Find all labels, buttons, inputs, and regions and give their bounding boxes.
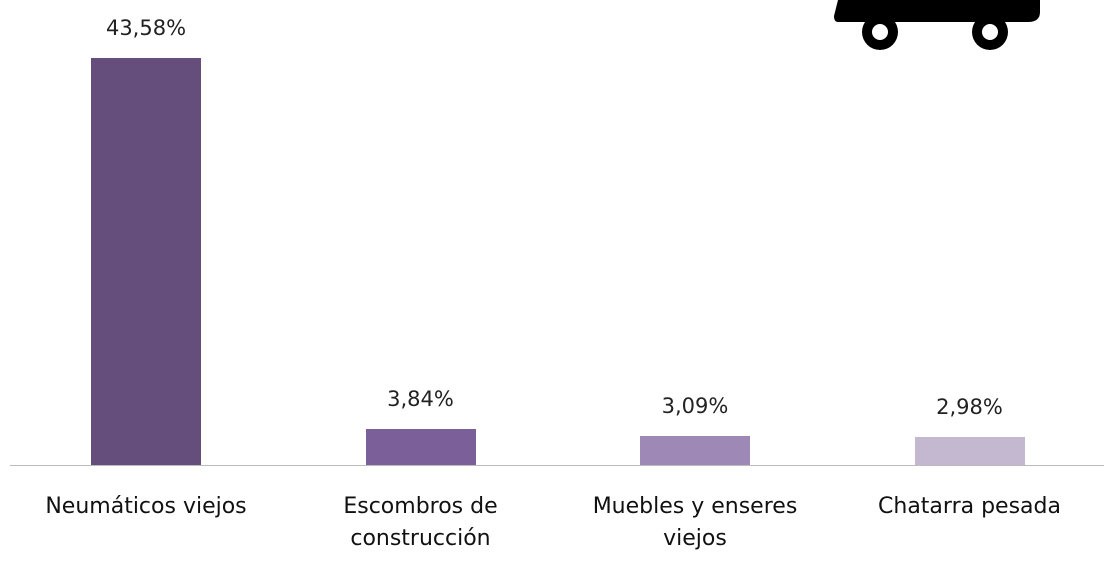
bar	[914, 437, 1025, 465]
bar	[640, 436, 750, 465]
value-label: 3,84%	[387, 387, 454, 412]
x-tick-label: Chatarra pesada	[878, 494, 1061, 519]
bar	[91, 58, 201, 465]
x-tick-label: Muebles y enseres viejos	[592, 494, 798, 551]
bar	[365, 429, 476, 465]
value-label: 3,09%	[661, 394, 729, 419]
value-label: 2,98%	[936, 395, 1003, 420]
x-tick-label: Neumáticos viejos	[45, 494, 247, 519]
x-axis-line	[10, 465, 1104, 466]
x-tick-label: Escombros de construcción	[343, 494, 498, 551]
truck-icon	[834, 0, 1040, 50]
value-label: 43,58%	[105, 16, 187, 40]
